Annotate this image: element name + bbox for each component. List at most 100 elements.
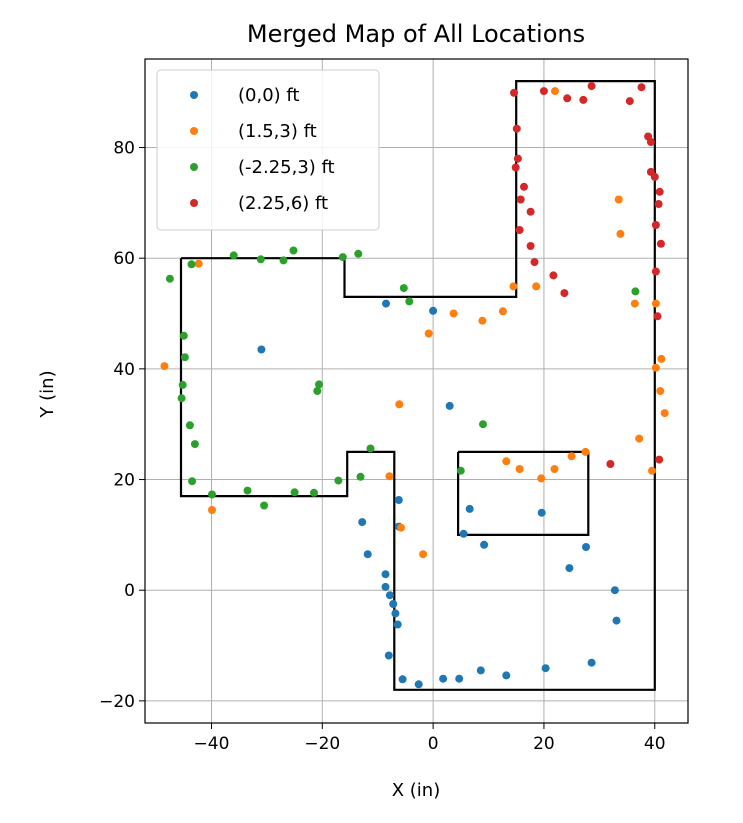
data-point <box>313 387 322 395</box>
y-tick-label: −20 <box>99 692 135 712</box>
data-point <box>419 550 428 559</box>
legend-label: (-2.25,3) ft <box>238 157 335 178</box>
y-tick-label: 20 <box>113 471 135 491</box>
data-point <box>334 476 343 485</box>
data-point <box>459 529 468 538</box>
data-point <box>187 260 196 269</box>
chart-title: Merged Map of All Locations <box>247 20 585 48</box>
data-point <box>656 239 665 248</box>
map-outline <box>179 79 656 691</box>
data-point <box>480 540 489 549</box>
data-point <box>177 394 186 403</box>
data-point <box>513 154 522 163</box>
data-point <box>384 651 393 660</box>
data-point <box>356 472 365 481</box>
data-point <box>429 306 438 315</box>
legend-marker <box>190 127 198 135</box>
data-point <box>616 229 625 238</box>
data-point <box>479 420 487 429</box>
data-point <box>179 331 188 340</box>
y-tick-label: 0 <box>124 581 135 601</box>
data-point <box>194 259 203 268</box>
data-point <box>509 282 518 291</box>
data-point <box>456 466 465 475</box>
data-point <box>394 496 403 504</box>
data-point <box>651 363 660 372</box>
data-point <box>395 400 404 409</box>
legend-marker <box>190 199 198 207</box>
data-point <box>520 182 528 191</box>
x-tick-label: 20 <box>533 734 555 754</box>
data-point <box>549 271 558 280</box>
data-point <box>381 570 390 579</box>
data-point <box>290 488 299 497</box>
y-axis-label: Y (in) <box>37 370 58 418</box>
data-point <box>541 664 550 673</box>
data-point <box>635 434 644 443</box>
data-point <box>587 658 596 667</box>
data-point <box>537 474 546 483</box>
data-point <box>581 447 590 456</box>
data-point <box>391 609 400 618</box>
inner-obstacle-outline <box>457 450 590 537</box>
data-point <box>445 401 454 410</box>
data-point <box>653 312 662 321</box>
data-point <box>614 195 623 204</box>
data-point <box>526 242 535 250</box>
outer-wall-outline <box>179 79 656 691</box>
data-point <box>565 564 574 573</box>
legend-box <box>156 69 380 231</box>
data-point <box>655 455 664 464</box>
data-point <box>530 258 539 267</box>
data-point <box>502 671 511 680</box>
data-point <box>654 200 663 208</box>
data-point <box>563 94 572 103</box>
data-point <box>414 680 423 689</box>
data-point <box>606 460 615 468</box>
data-point <box>279 256 288 265</box>
legend-marker <box>190 91 198 99</box>
data-point <box>310 488 318 497</box>
data-point <box>180 353 189 362</box>
data-point <box>539 87 548 96</box>
data-point <box>660 409 669 418</box>
x-tick-label: −40 <box>194 734 230 754</box>
data-point <box>567 452 576 461</box>
data-point <box>515 226 524 234</box>
data-point <box>397 523 405 532</box>
plot-frame <box>144 58 689 724</box>
data-point <box>358 518 367 527</box>
data-point <box>587 82 596 91</box>
data-point <box>656 387 665 395</box>
data-point <box>160 362 169 371</box>
data-point <box>229 251 238 260</box>
data-point <box>382 299 390 308</box>
data-point <box>476 666 485 675</box>
data-point <box>455 674 464 683</box>
series-0 <box>257 299 621 689</box>
data-point <box>631 287 640 296</box>
data-point <box>515 465 524 473</box>
x-tick-label: −20 <box>304 734 340 754</box>
data-point <box>257 345 266 354</box>
data-point <box>537 508 546 517</box>
data-point <box>650 172 659 181</box>
data-point <box>289 246 298 255</box>
legend-marker <box>190 163 198 171</box>
data-point <box>185 421 194 430</box>
data-point <box>612 616 621 625</box>
data-point <box>651 267 660 276</box>
data-point <box>516 195 525 204</box>
data-point <box>399 284 408 293</box>
y-tick-label: 60 <box>113 249 135 269</box>
data-point <box>560 289 569 298</box>
y-tick-label: 80 <box>113 139 135 159</box>
data-point <box>532 282 541 291</box>
data-point <box>315 380 323 389</box>
x-tick-label: 0 <box>428 734 439 754</box>
data-point <box>512 124 521 133</box>
data-points <box>160 82 669 689</box>
data-point <box>625 97 634 106</box>
data-point <box>208 506 216 514</box>
